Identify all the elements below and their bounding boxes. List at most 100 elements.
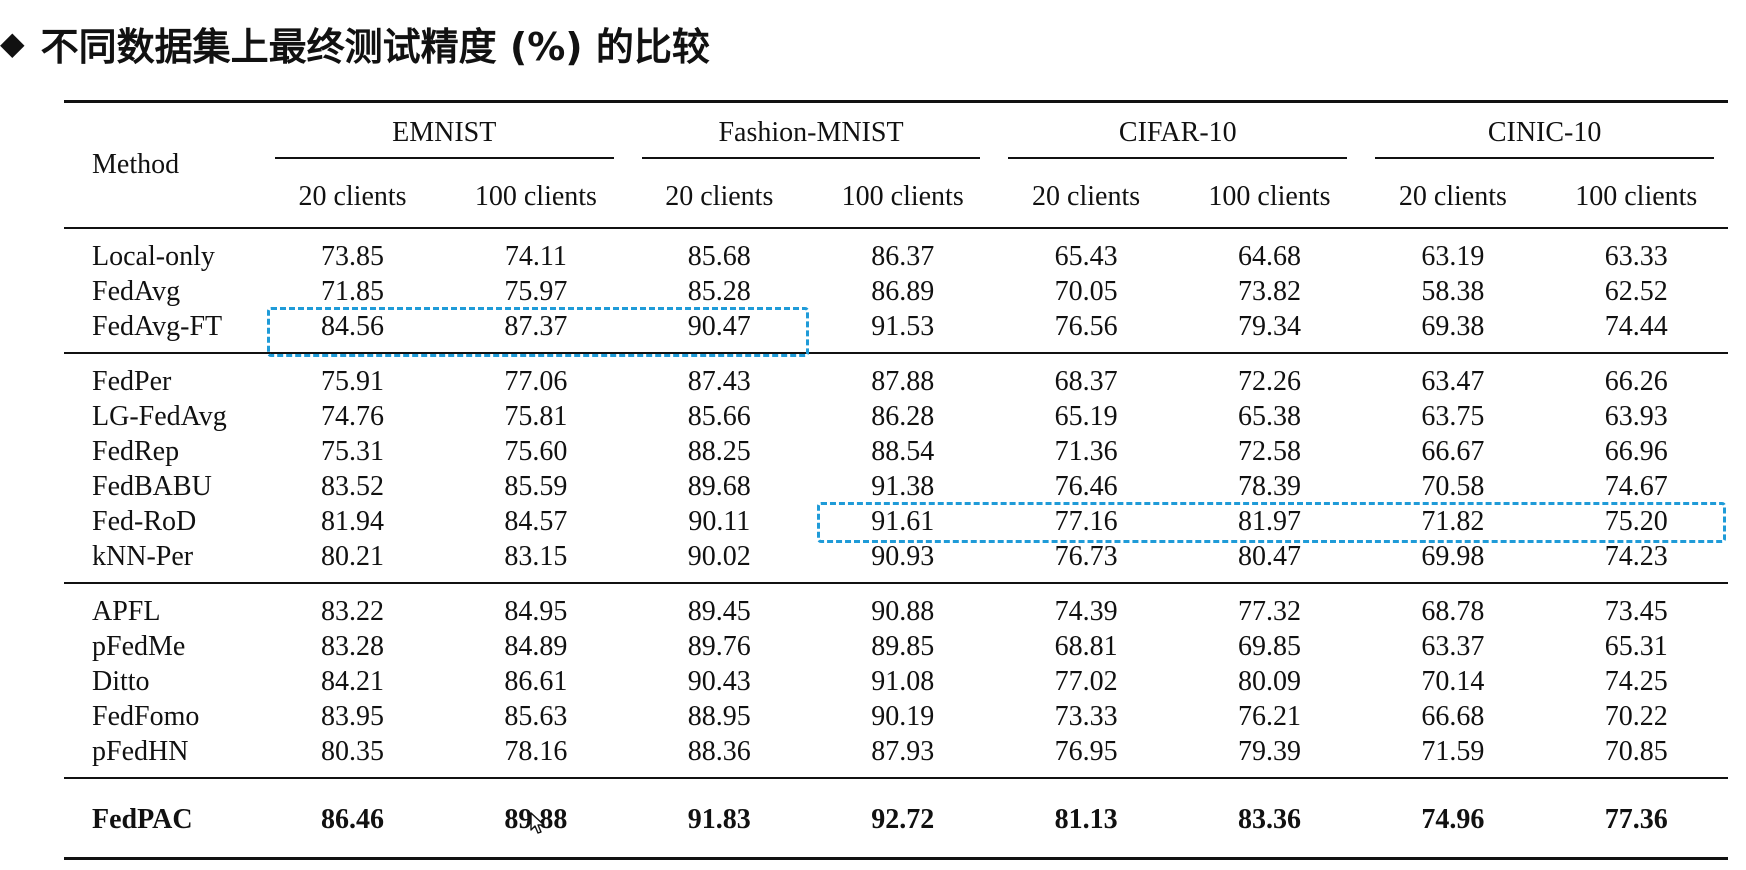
table-cell: 83.22 (321, 596, 384, 627)
table-cell: 87.88 (871, 366, 935, 397)
table-cell: 74.25 (1604, 666, 1668, 697)
table-cell: 73.45 (1604, 596, 1668, 627)
table-row-apfl: APFL 83.22 84.95 89.45 90.88 74.39 77.32 68.78 7… (64, 583, 1728, 629)
table-cell: 68.81 (1054, 631, 1118, 662)
highlight-box-fed-rod (817, 502, 1726, 543)
table-cell: 78.16 (504, 736, 568, 767)
table-cell: 89.76 (687, 631, 751, 662)
diamond-bullet-icon: ◆ (0, 24, 25, 62)
table-cell: 63.37 (1421, 631, 1485, 662)
table-row-knn-per: kNN-Per 80.21 83.15 90.02 90.93 76.73 80.47 69.… (64, 539, 1728, 583)
table-cell: 83.36 (1237, 803, 1301, 835)
table-cell: 75.81 (504, 401, 568, 432)
method-column-header: Method (92, 149, 180, 180)
table-cell: 85.28 (687, 276, 751, 307)
table-cell: 75.31 (321, 436, 384, 467)
method-name: pFedMe (92, 631, 186, 662)
table-row-fedper: FedPer 75.91 77.06 87.43 87.88 68.37 72.26 63.4… (64, 353, 1728, 399)
slide-title-text: 不同数据集上最终测试精度 (%) 的比较 (40, 24, 710, 69)
table-cell: 72.26 (1237, 366, 1301, 397)
table-row-pfedhn: pFedHN 80.35 78.16 88.36 87.93 76.95 79.39 71.5… (64, 734, 1728, 778)
table-cell: 76.46 (1054, 471, 1118, 502)
table-cell: 80.35 (321, 736, 384, 767)
table-cell: 88.54 (871, 436, 935, 467)
table-cell: 83.15 (504, 541, 568, 572)
table-cell: 68.37 (1054, 366, 1118, 397)
table-cell: 84.95 (504, 596, 568, 627)
table-row-fedpac: FedPAC86.4689.8891.8392.7281.1383.3674.9… (64, 778, 1728, 859)
table-cell: 89.85 (871, 631, 935, 662)
results-table-container: Method EMNIST Fashion-MNIST CIFAR-10 CIN… (64, 100, 1728, 860)
method-name: Local-only (92, 241, 215, 272)
table-cell: 90.02 (687, 541, 751, 572)
dataset-header-cifar-10: CIFAR-10 (994, 102, 1361, 168)
table-cell: 90.43 (687, 666, 751, 697)
table-cell: 77.36 (1604, 803, 1668, 835)
table-cell: 85.63 (504, 701, 568, 732)
table-cell: 66.67 (1421, 436, 1485, 467)
table-cell: 76.95 (1054, 736, 1118, 767)
table-cell: 81.94 (321, 506, 384, 537)
method-name: Fed-RoD (92, 506, 197, 537)
table-cell: 74.23 (1604, 541, 1668, 572)
table-cell: 84.56 (321, 311, 384, 342)
subheader-fashion-mnist-20: 20 clients (665, 181, 774, 212)
table-cell: 63.75 (1421, 401, 1485, 432)
table-cell: 79.34 (1237, 311, 1301, 342)
table-cell: 91.53 (871, 311, 935, 342)
table-cell: 75.20 (1604, 506, 1668, 537)
table-cell: 74.39 (1054, 596, 1118, 627)
table-cell: 91.61 (871, 506, 935, 537)
table-cell: 86.61 (504, 666, 568, 697)
table-cell: 92.72 (871, 803, 935, 835)
table-cell: 86.46 (321, 803, 384, 835)
subheader-cinic-10-100: 100 clients (1575, 181, 1698, 212)
method-name: pFedHN (92, 736, 189, 767)
table-row-fedbabu: FedBABU 83.52 85.59 89.68 91.38 76.46 78.39 70.… (64, 469, 1728, 504)
table-row-pfedme: pFedMe 83.28 84.89 89.76 89.85 68.81 69.85 63.3… (64, 629, 1728, 664)
table-cell: 69.85 (1237, 631, 1301, 662)
method-name: FedAvg (92, 276, 181, 307)
table-cell: 70.14 (1421, 666, 1485, 697)
table-cell: 90.93 (871, 541, 935, 572)
table-cell: 66.96 (1604, 436, 1668, 467)
table-cell: 90.19 (871, 701, 935, 732)
table-cell: 91.08 (871, 666, 935, 697)
table-cell: 89.68 (687, 471, 751, 502)
table-cell: 71.59 (1421, 736, 1485, 767)
subheader-cifar-10-100: 100 clients (1208, 181, 1331, 212)
method-name: kNN-Per (92, 541, 194, 572)
table-cell: 72.58 (1237, 436, 1301, 467)
table-cell: 76.73 (1054, 541, 1118, 572)
table-cell: 71.82 (1421, 506, 1485, 537)
table-row-lg-fedavg: LG-FedAvg 74.76 75.81 85.66 86.28 65.19 65.38 6… (64, 399, 1728, 434)
subheader-cifar-10-20: 20 clients (1032, 181, 1141, 212)
table-cell: 71.85 (321, 276, 384, 307)
method-name: LG-FedAvg (92, 401, 227, 432)
table-cell: 70.05 (1054, 276, 1118, 307)
table-cell: 79.39 (1237, 736, 1301, 767)
table-cell: 83.28 (321, 631, 384, 662)
results-table-body: Local-only 73.85 74.11 85.68 86.37 65.43 64.68… (64, 228, 1728, 859)
table-cell: 90.47 (687, 311, 751, 342)
table-cell: 73.82 (1237, 276, 1301, 307)
table-cell: 86.89 (871, 276, 935, 307)
subheader-cinic-10-20: 20 clients (1398, 181, 1507, 212)
dataset-header-cinic-10: CINIC-10 (1361, 102, 1728, 168)
table-cell: 90.88 (871, 596, 935, 627)
table-row-fed-rod: Fed-RoD 81.94 84.57 90.11 91.61 77.16 81.97 71.… (64, 504, 1728, 539)
table-cell: 76.21 (1237, 701, 1301, 732)
table-cell: 88.95 (687, 701, 751, 732)
table-cell: 85.59 (504, 471, 568, 502)
table-cell: 66.68 (1421, 701, 1485, 732)
table-cell: 71.36 (1054, 436, 1118, 467)
table-cell: 86.37 (871, 241, 935, 272)
dataset-header-fashion-mnist: Fashion-MNIST (628, 102, 995, 168)
table-cell: 83.95 (321, 701, 384, 732)
table-cell: 83.52 (321, 471, 384, 502)
table-cell: 87.37 (504, 311, 568, 342)
table-cell: 91.83 (687, 803, 751, 835)
table-cell: 70.22 (1604, 701, 1668, 732)
table-cell: 73.85 (321, 241, 384, 272)
table-cell: 80.21 (321, 541, 384, 572)
